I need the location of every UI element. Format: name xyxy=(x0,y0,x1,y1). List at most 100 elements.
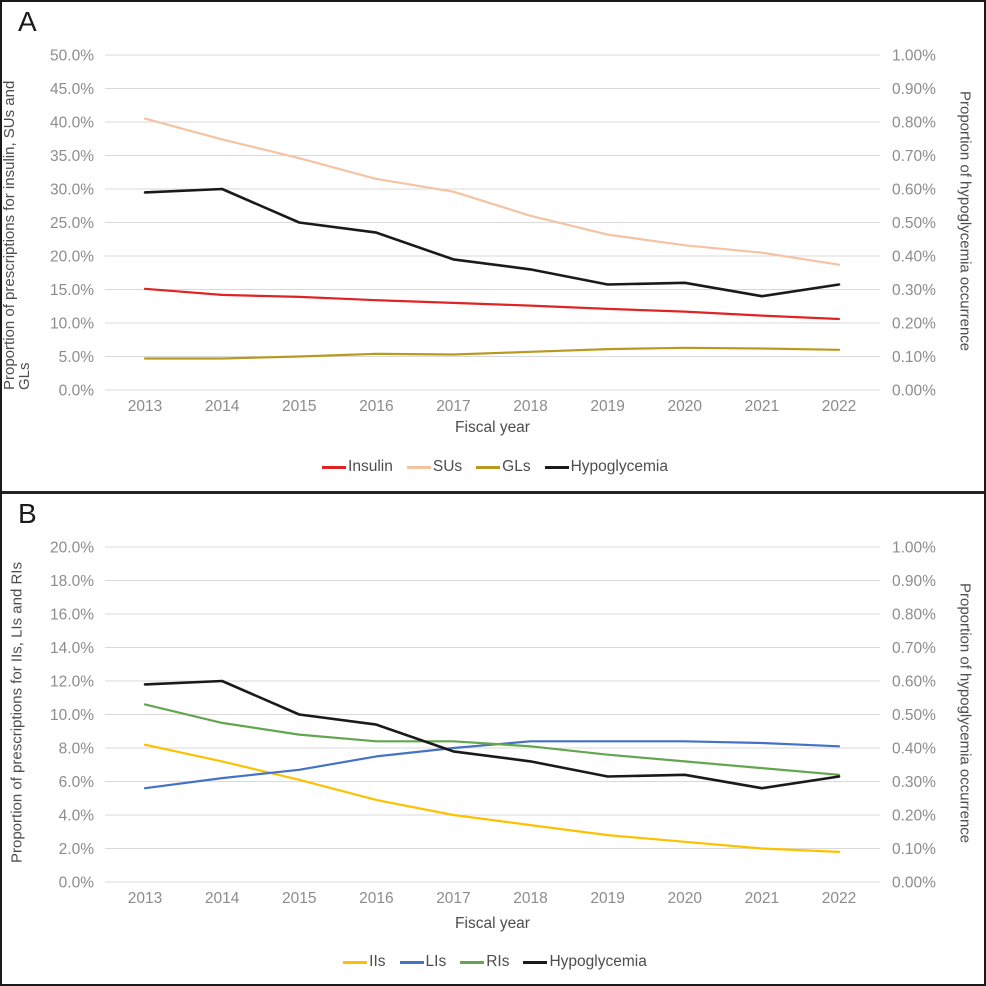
panel-a-right-axis-title: Proportion of hypoglycemia occurrence xyxy=(956,90,974,352)
right-axis-tick-label: 0.80% xyxy=(892,115,936,132)
x-axis-tick-label: 2022 xyxy=(822,398,856,415)
legend-label-iis: IIs xyxy=(369,953,386,970)
left-axis-tick-label: 5.0% xyxy=(59,349,95,366)
right-axis-tick-label: 0.30% xyxy=(892,774,936,791)
right-axis-tick-label: 0.70% xyxy=(892,640,936,657)
left-axis-tick-label: 2.0% xyxy=(59,841,95,858)
legend-swatch-hypoglycemia xyxy=(544,465,569,469)
x-axis-tick-label: 2015 xyxy=(282,398,316,415)
x-axis-tick-label: 2019 xyxy=(590,890,624,907)
right-axis-tick-label: 0.10% xyxy=(892,349,936,366)
right-axis-tick-label: 0.80% xyxy=(892,607,936,624)
right-axis-tick-label: 1.00% xyxy=(892,540,936,557)
series-line-insulin xyxy=(143,287,841,321)
left-axis-tick-label: 45.0% xyxy=(50,81,94,98)
left-axis-tick-label: 12.0% xyxy=(50,674,94,691)
left-axis-tick-label: 14.0% xyxy=(50,640,94,657)
right-axis-tick-label: 0.10% xyxy=(892,841,936,858)
panel-b-xaxis-title: Fiscal year xyxy=(455,915,530,932)
panel-b-right-axis-title: Proportion of hypoglycemia occurrence xyxy=(956,582,974,844)
right-axis-tick-label: 0.20% xyxy=(892,316,936,333)
legend-swatch-gls xyxy=(476,465,501,469)
left-axis-tick-label: 30.0% xyxy=(50,182,94,199)
x-axis-tick-label: 2018 xyxy=(513,890,547,907)
left-axis-tick-label: 8.0% xyxy=(59,741,95,758)
panel-a-left-axis-title: Proportion of prescriptions for insulin,… xyxy=(1,80,33,390)
x-axis-tick-label: 2014 xyxy=(205,398,240,415)
x-axis-tick-label: 2020 xyxy=(668,398,703,415)
left-axis-tick-label: 40.0% xyxy=(50,115,94,132)
panel-b-left-axis-title: Proportion of prescriptions for IIs, LIs… xyxy=(8,562,26,864)
left-axis-tick-label: 16.0% xyxy=(50,607,94,624)
right-axis-tick-label: 0.50% xyxy=(892,215,936,232)
legend-label-insulin: Insulin xyxy=(348,458,393,475)
right-axis-tick-label: 0.00% xyxy=(892,875,936,892)
x-axis-tick-label: 2017 xyxy=(436,890,470,907)
legend-swatch-ris xyxy=(460,960,485,964)
left-axis-tick-label: 15.0% xyxy=(50,282,94,299)
x-axis-tick-label: 2013 xyxy=(128,398,162,415)
panel-a: A 50.0% 1.00% 45.0% 0.90% 40.0% 0.80% 35.0% 0.7… xyxy=(2,2,984,491)
left-axis-tick-label: 20.0% xyxy=(50,540,94,557)
legend-label-ris: RIs xyxy=(486,953,510,970)
right-axis-tick-label: 0.70% xyxy=(892,148,936,165)
legend-item-hypoglycemia: Hypoglycemia xyxy=(523,953,647,971)
x-axis-tick-label: 2017 xyxy=(436,398,470,415)
left-axis-tick-label: 35.0% xyxy=(50,148,94,165)
right-axis-tick-label: 0.20% xyxy=(892,808,936,825)
right-axis-tick-label: 0.30% xyxy=(892,282,936,299)
legend-label-lis: LIs xyxy=(425,953,447,970)
legend-item-gls: GLs xyxy=(476,458,531,476)
x-axis-tick-label: 2021 xyxy=(745,398,779,415)
left-axis-tick-label: 0.0% xyxy=(59,383,95,400)
right-axis-tick-label: 0.40% xyxy=(892,741,936,758)
left-axis-tick-label: 20.0% xyxy=(50,249,94,266)
x-axis-tick-label: 2022 xyxy=(822,890,856,907)
x-axis-tick-label: 2019 xyxy=(590,398,624,415)
right-axis-tick-label: 0.90% xyxy=(892,573,936,590)
x-axis-tick-label: 2020 xyxy=(668,890,703,907)
legend-item-ris: RIs xyxy=(460,953,509,971)
right-axis-tick-label: 0.90% xyxy=(892,81,936,98)
x-axis-tick-label: 2016 xyxy=(359,890,393,907)
legend-item-sus: SUs xyxy=(406,458,463,476)
panel-b-chart: 20.0% 1.00% 18.0% 0.90% 16.0% 0.80% 14.0% 0.70%… xyxy=(50,540,936,908)
legend-item-iis: IIs xyxy=(343,953,386,971)
right-axis-tick-label: 0.50% xyxy=(892,707,936,724)
right-axis-tick-label: 1.00% xyxy=(892,48,936,65)
legend-label-sus: SUs xyxy=(432,458,463,475)
x-axis-tick-label: 2015 xyxy=(282,890,316,907)
legend-label-hypoglycemia: Hypoglycemia xyxy=(549,953,647,970)
left-axis-tick-label: 25.0% xyxy=(50,215,94,232)
series-line-sus xyxy=(143,117,841,266)
right-axis-tick-label: 0.60% xyxy=(892,674,936,691)
right-axis-tick-label: 0.00% xyxy=(892,383,936,400)
panel-a-chart: 50.0% 1.00% 45.0% 0.90% 40.0% 0.80% 35.0% 0.70%… xyxy=(50,48,936,416)
left-axis-tick-label: 6.0% xyxy=(59,774,95,791)
left-axis-tick-label: 18.0% xyxy=(50,573,94,590)
x-axis-tick-label: 2013 xyxy=(128,890,162,907)
legend-swatch-iis xyxy=(343,960,368,964)
x-axis-tick-label: 2018 xyxy=(513,398,547,415)
legend-swatch-insulin xyxy=(322,465,347,469)
legend-swatch-hypoglycemia xyxy=(523,960,548,964)
series-line-ris xyxy=(143,703,841,776)
legend-label-hypoglycemia: Hypoglycemia xyxy=(570,458,668,475)
series-line-hypoglycemia xyxy=(143,187,841,298)
x-axis-tick-label: 2021 xyxy=(745,890,779,907)
left-axis-tick-label: 50.0% xyxy=(50,48,94,65)
series-line-gls xyxy=(143,346,841,360)
legend-swatch-sus xyxy=(406,465,431,469)
panel-a-legend: Insulin SUs GLs Hypoglycemia xyxy=(2,458,984,476)
x-axis-tick-label: 2016 xyxy=(359,398,393,415)
panel-b-legend: IIs LIs RIs Hypoglycemia xyxy=(2,953,984,971)
left-axis-tick-label: 4.0% xyxy=(59,808,95,825)
legend-item-insulin: Insulin xyxy=(322,458,393,476)
series-line-iis xyxy=(143,743,841,853)
legend-label-gls: GLs xyxy=(502,458,531,475)
legend-item-hypoglycemia: Hypoglycemia xyxy=(544,458,668,476)
x-axis-tick-label: 2014 xyxy=(205,890,240,907)
left-axis-tick-label: 0.0% xyxy=(59,875,95,892)
left-axis-tick-label: 10.0% xyxy=(50,707,94,724)
